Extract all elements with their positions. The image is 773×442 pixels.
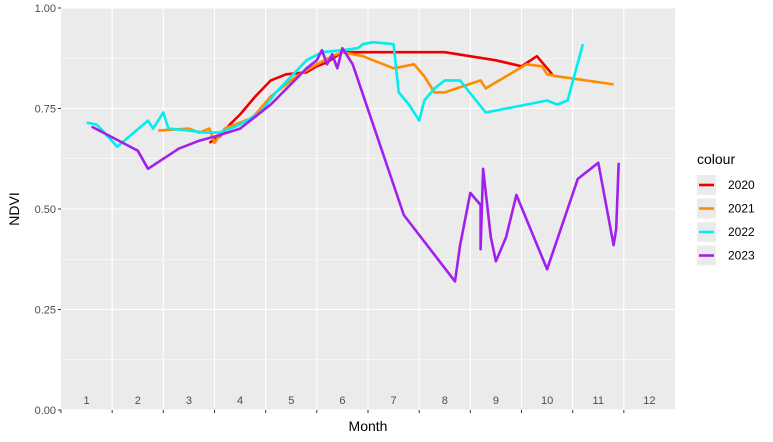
x-tick-label: 9 (493, 395, 499, 407)
y-tick-label: 1.00 (35, 3, 56, 15)
x-tick-label: 4 (237, 395, 243, 407)
y-axis-title: NDVI (6, 192, 22, 225)
x-tick-label: 6 (339, 395, 345, 407)
x-tick-label: 2 (135, 395, 141, 407)
y-tick-label: 0.25 (35, 305, 56, 317)
major-grid (61, 7, 675, 411)
y-tick-label: 0.75 (35, 104, 56, 116)
x-tick-labels: 1 2 3 4 5 6 7 8 9 10 11 12 (84, 395, 656, 407)
x-tick-label: 10 (541, 395, 553, 407)
series-line-2023 (91, 46, 620, 283)
legend-label-2023: 2023 (728, 249, 755, 263)
x-tick-label: 11 (593, 395, 604, 407)
y-tick-label: 0.50 (35, 204, 56, 216)
legend-label-2022: 2022 (728, 225, 755, 239)
series-line-2021 (158, 50, 614, 144)
legend-label-2021: 2021 (728, 202, 755, 216)
x-axis (60, 410, 625, 413)
y-tick-label: 0.00 (35, 405, 56, 417)
x-tick-label: 3 (186, 395, 192, 407)
x-axis-title: Month (349, 418, 388, 434)
legend-label-2020: 2020 (728, 178, 755, 192)
x-tick-label: 7 (391, 395, 397, 407)
y-axis: 0.00 0.25 0.50 0.75 1.00 (35, 3, 61, 417)
legend-title: colour (697, 151, 735, 167)
x-tick-label: 1 (84, 395, 90, 407)
series-lines (86, 40, 620, 283)
x-tick-label: 12 (643, 395, 655, 407)
x-tick-label: 5 (288, 395, 294, 407)
x-tick-label: 8 (442, 395, 448, 407)
legend: colour 2020 2021 2022 2023 (697, 151, 755, 266)
